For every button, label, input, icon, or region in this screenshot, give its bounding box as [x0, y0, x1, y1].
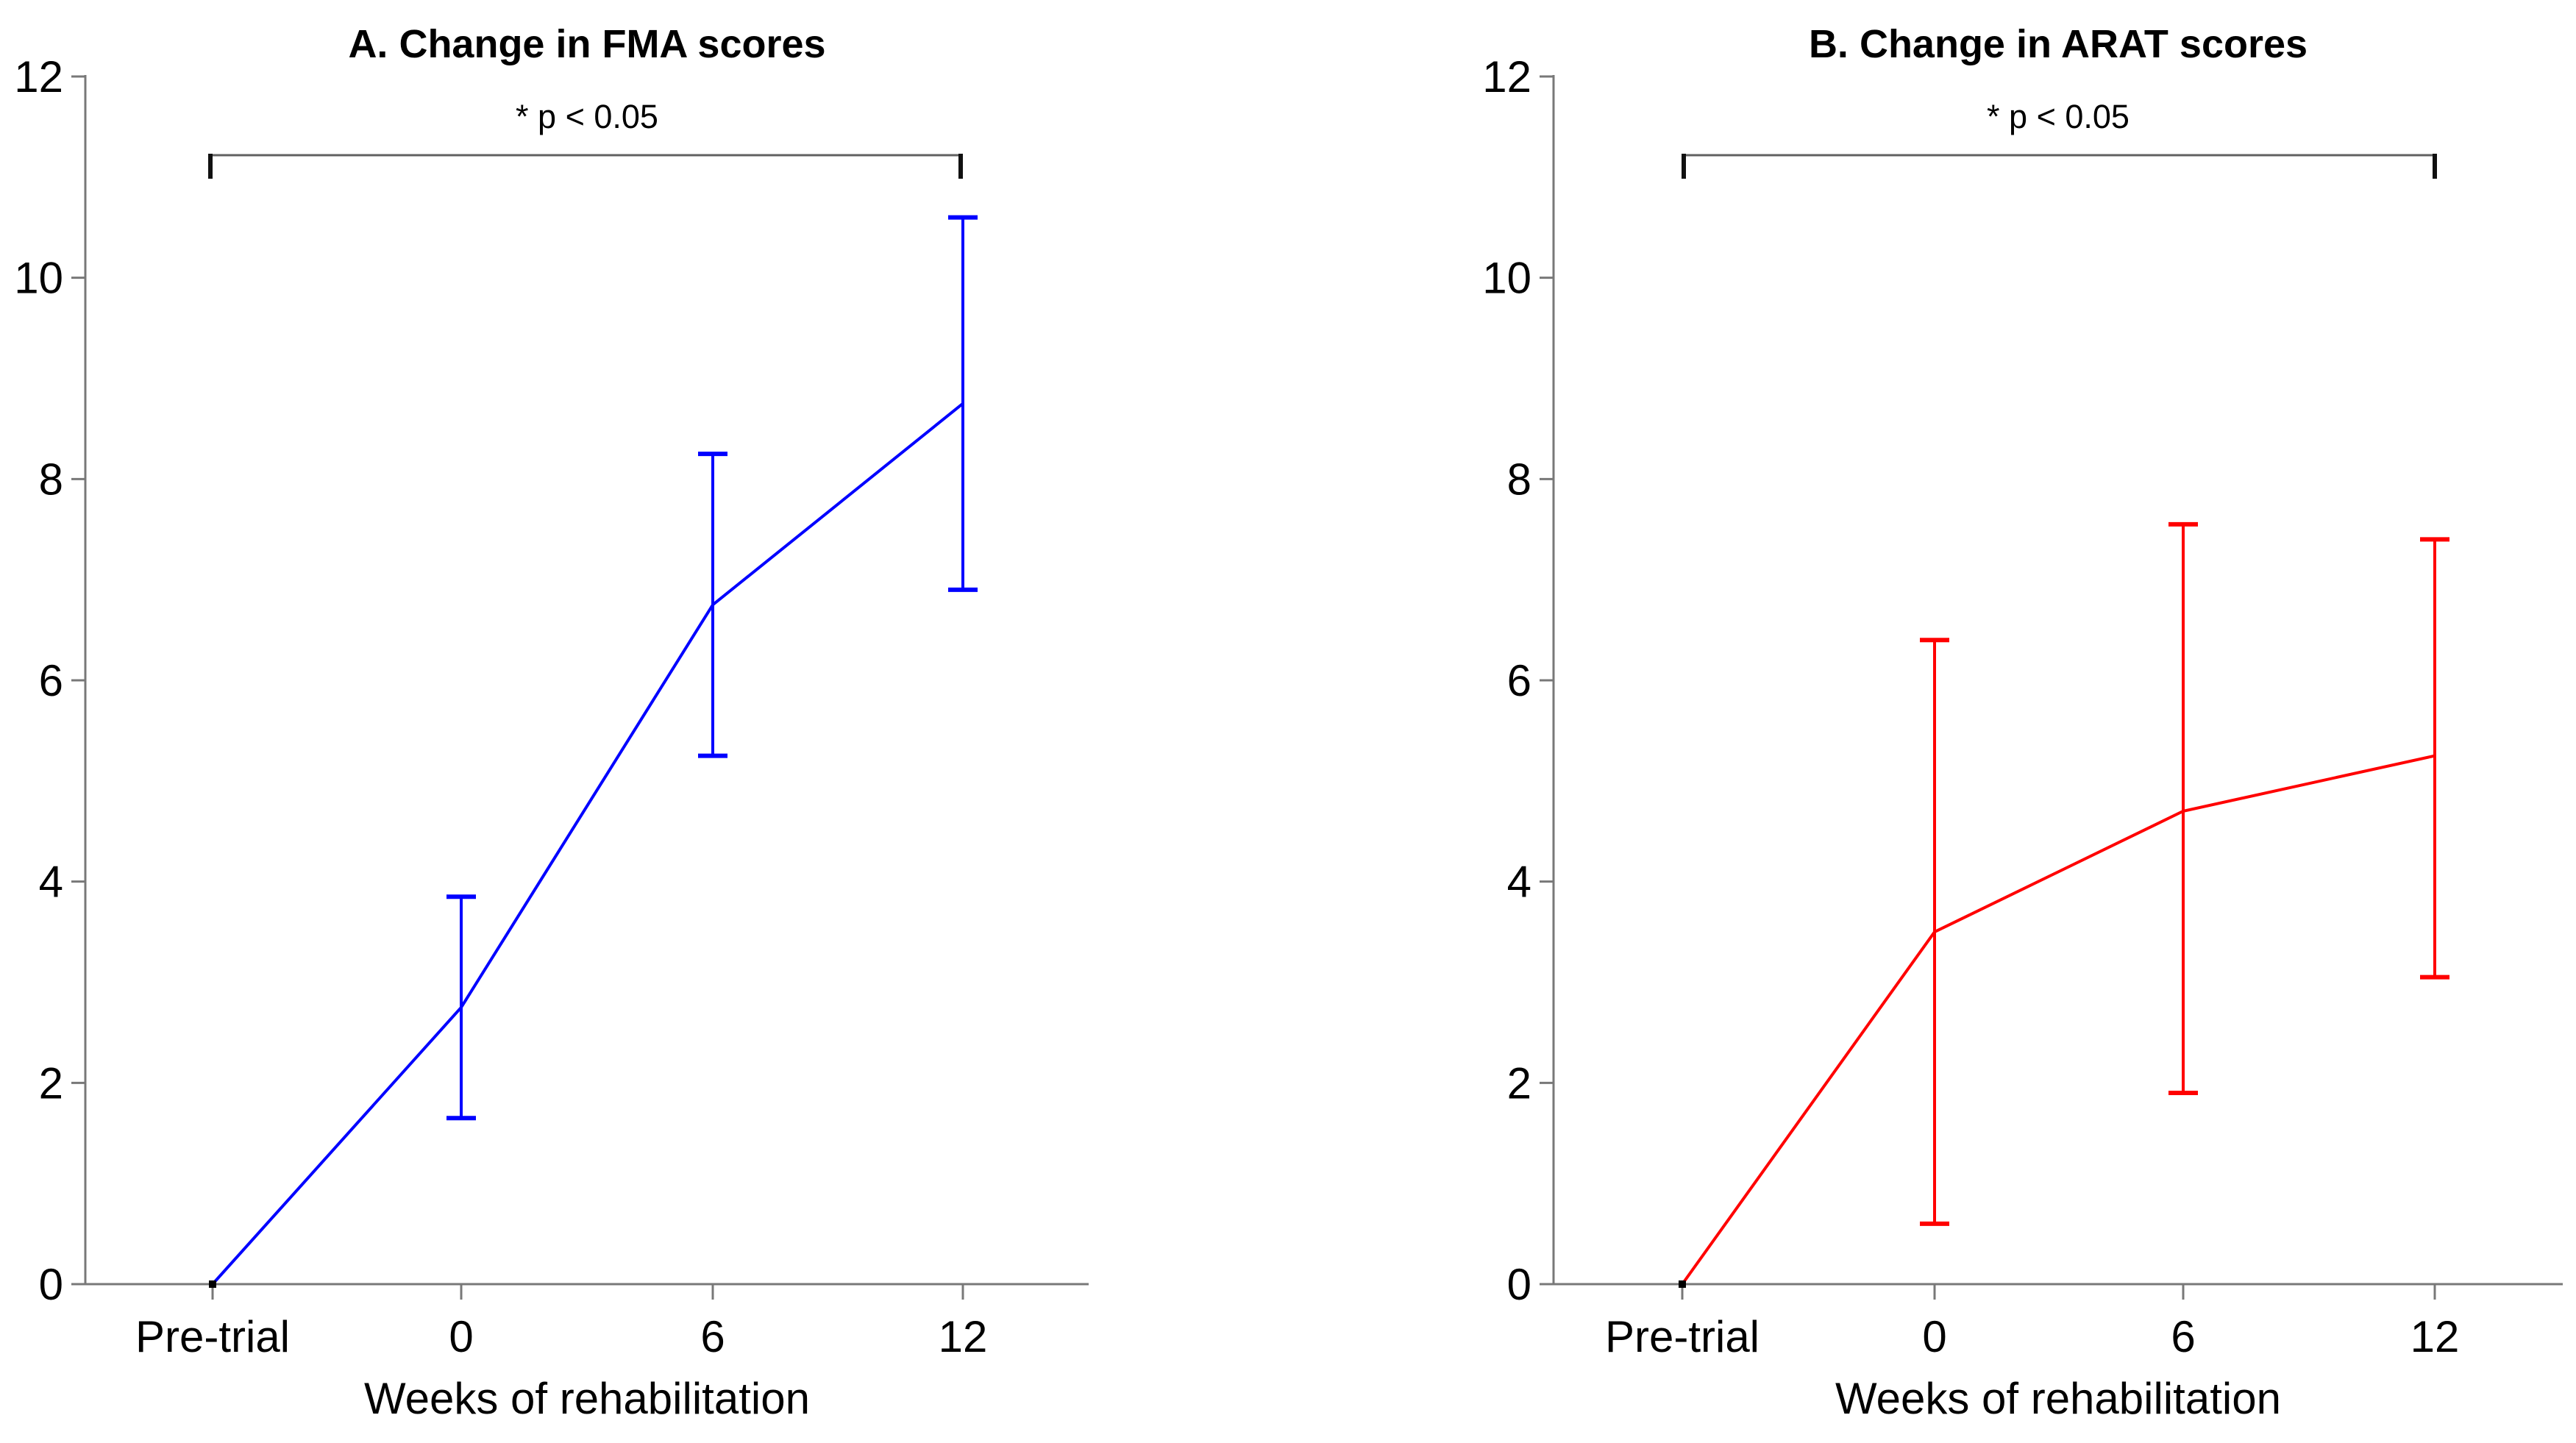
panel-a-significance-label: * p < 0.05 [516, 98, 658, 135]
x-tick-label: 0 [449, 1312, 473, 1361]
y-tick-label: 4 [39, 858, 63, 907]
panel-b-x-axis-label: Weeks of rehabilitation [1835, 1374, 2281, 1423]
y-tick-label: 2 [1507, 1058, 1531, 1108]
y-tick-label: 10 [14, 254, 63, 303]
panel-a-x-axis-label: Weeks of rehabilitation [364, 1374, 810, 1423]
pretrial-point-marker [209, 1280, 216, 1288]
error-bar [2168, 521, 2198, 1096]
panel-b: B. Change in ARAT scores * p < 0.05 0 2 4 6… [1482, 22, 2563, 1423]
panel-a-title: A. Change in FMA scores [348, 22, 825, 66]
x-tick-label: 6 [2171, 1312, 2195, 1361]
panel-a-significance-bracket [208, 154, 963, 179]
y-tick-label: 6 [1507, 656, 1531, 705]
x-tick-label: 12 [939, 1312, 988, 1361]
x-tick-label: 12 [2410, 1312, 2460, 1361]
panel-b-plot-area: 0 2 4 6 8 10 12 Pre-trial 0 6 12 [1482, 52, 2563, 1361]
y-tick-label: 8 [1507, 455, 1531, 504]
y-tick-label: 12 [1482, 52, 1531, 101]
y-tick-label: 10 [1482, 254, 1531, 303]
panel-b-significance-label: * p < 0.05 [1987, 98, 2130, 135]
y-tick-label: 8 [39, 455, 63, 504]
y-tick-label: 0 [1507, 1260, 1531, 1309]
panel-b-title: B. Change in ARAT scores [1809, 22, 2308, 66]
data-line [1681, 754, 2436, 1286]
x-tick-label: 6 [700, 1312, 725, 1361]
x-tick-label: Pre-trial [1605, 1312, 1760, 1361]
y-tick-label: 2 [39, 1058, 63, 1108]
y-tick-label: 0 [39, 1260, 63, 1309]
pretrial-point-marker [1679, 1280, 1686, 1288]
data-line [211, 402, 964, 1286]
y-tick-label: 4 [1507, 858, 1531, 907]
error-bar [2420, 537, 2449, 980]
x-tick-label: 0 [1922, 1312, 1946, 1361]
panel-b-significance-bracket [1682, 154, 2437, 179]
y-tick-label: 12 [14, 52, 63, 101]
x-tick-label: Pre-trial [135, 1312, 290, 1361]
panel-a-plot-area: 0 2 4 6 8 10 12 Pre-trial 0 6 12 [14, 52, 1089, 1361]
panel-a: A. Change in FMA scores * p < 0.05 0 2 4 6 8… [14, 22, 1089, 1423]
y-tick-label: 6 [39, 656, 63, 705]
